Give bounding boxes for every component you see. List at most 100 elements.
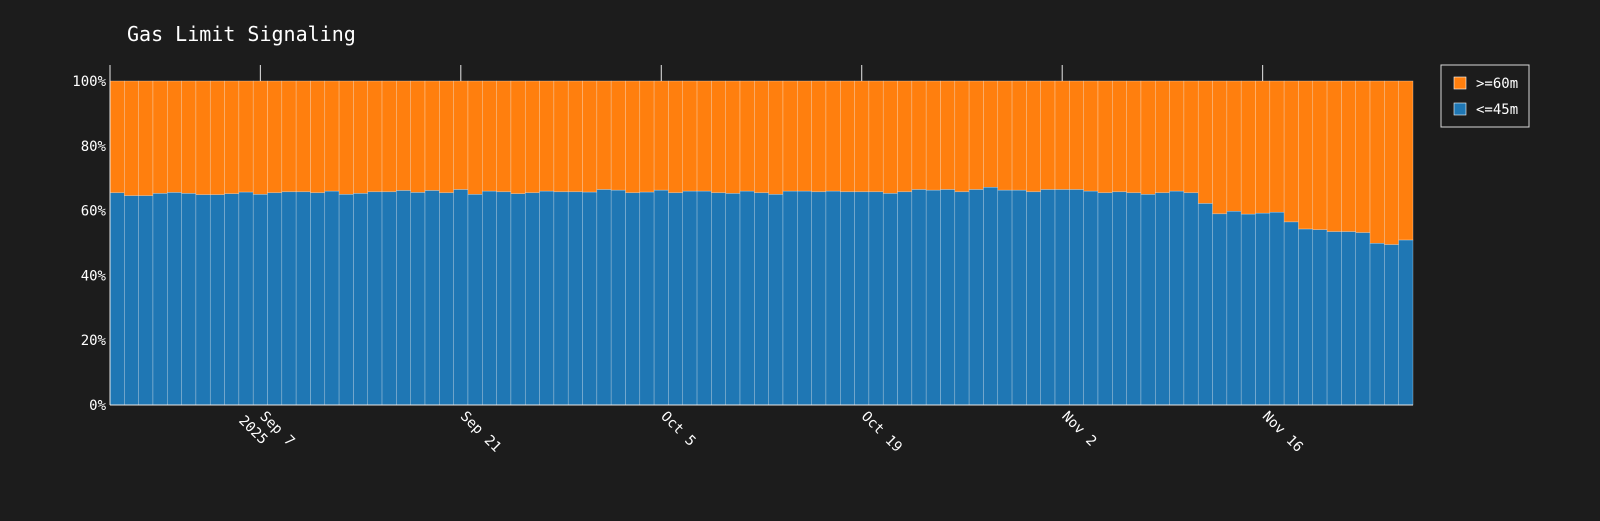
bar-lower-series[interactable] xyxy=(367,191,383,406)
bar-lower-series[interactable] xyxy=(668,192,683,406)
bar-lower-series[interactable] xyxy=(1283,221,1299,406)
bar-upper-series[interactable] xyxy=(1298,80,1314,230)
bar-upper-series[interactable] xyxy=(195,80,211,195)
bar-upper-series[interactable] xyxy=(882,80,898,194)
bar-upper-series[interactable] xyxy=(1054,80,1070,190)
bar-lower-series[interactable] xyxy=(138,195,154,406)
bar-upper-series[interactable] xyxy=(224,80,240,194)
bar-upper-series[interactable] xyxy=(1169,80,1185,192)
bar-lower-series[interactable] xyxy=(310,192,326,406)
bar-upper-series[interactable] xyxy=(1026,80,1041,193)
bar-upper-series[interactable] xyxy=(754,80,769,194)
bar-lower-series[interactable] xyxy=(811,191,827,406)
bar-lower-series[interactable] xyxy=(983,187,999,406)
bar-upper-series[interactable] xyxy=(711,80,726,194)
bar-upper-series[interactable] xyxy=(868,80,884,193)
bar-lower-series[interactable] xyxy=(1312,229,1328,406)
bar-upper-series[interactable] xyxy=(610,80,626,191)
bar-lower-series[interactable] xyxy=(1226,211,1242,406)
bar-lower-series[interactable] xyxy=(209,194,225,406)
bar-upper-series[interactable] xyxy=(396,80,411,191)
bar-lower-series[interactable] xyxy=(1011,189,1027,406)
bar-upper-series[interactable] xyxy=(1011,80,1027,191)
bar-lower-series[interactable] xyxy=(854,191,870,406)
bar-lower-series[interactable] xyxy=(224,193,240,406)
bar-upper-series[interactable] xyxy=(954,80,970,193)
bar-upper-series[interactable] xyxy=(567,80,583,193)
bar-upper-series[interactable] xyxy=(639,80,655,193)
bar-lower-series[interactable] xyxy=(739,190,755,406)
bar-lower-series[interactable] xyxy=(711,192,726,406)
bar-upper-series[interactable] xyxy=(825,80,841,192)
bar-upper-series[interactable] xyxy=(338,80,354,195)
legend-label[interactable]: >=60m xyxy=(1476,76,1518,92)
bar-upper-series[interactable] xyxy=(1140,80,1156,195)
bar-lower-series[interactable] xyxy=(338,194,354,406)
bar-upper-series[interactable] xyxy=(1283,80,1299,223)
bar-lower-series[interactable] xyxy=(911,189,927,406)
bar-lower-series[interactable] xyxy=(653,189,669,406)
bar-lower-series[interactable] xyxy=(167,192,182,406)
bar-upper-series[interactable] xyxy=(968,80,984,190)
bar-lower-series[interactable] xyxy=(825,190,841,406)
legend-label[interactable]: <=45m xyxy=(1476,102,1518,118)
bar-lower-series[interactable] xyxy=(124,195,139,406)
bar-upper-series[interactable] xyxy=(138,80,154,196)
bar-upper-series[interactable] xyxy=(1240,80,1256,215)
legend-swatch[interactable] xyxy=(1453,102,1467,116)
bar-upper-series[interactable] xyxy=(840,80,855,193)
bar-upper-series[interactable] xyxy=(1112,80,1127,193)
bar-lower-series[interactable] xyxy=(1097,192,1113,406)
bar-lower-series[interactable] xyxy=(252,194,268,406)
bar-upper-series[interactable] xyxy=(682,80,698,192)
bar-lower-series[interactable] xyxy=(1326,231,1342,406)
bar-upper-series[interactable] xyxy=(553,80,569,193)
bar-upper-series[interactable] xyxy=(1341,80,1356,232)
bar-upper-series[interactable] xyxy=(181,80,197,194)
bar-upper-series[interactable] xyxy=(625,80,641,194)
bar-upper-series[interactable] xyxy=(1312,80,1328,230)
bar-lower-series[interactable] xyxy=(1240,213,1256,406)
bar-upper-series[interactable] xyxy=(582,80,598,193)
bar-upper-series[interactable] xyxy=(897,80,913,193)
bar-upper-series[interactable] xyxy=(424,80,440,191)
bar-lower-series[interactable] xyxy=(1069,189,1084,406)
bar-upper-series[interactable] xyxy=(739,80,755,192)
bar-lower-series[interactable] xyxy=(539,190,555,406)
bar-lower-series[interactable] xyxy=(1255,212,1271,406)
bar-lower-series[interactable] xyxy=(1398,239,1414,406)
bar-upper-series[interactable] xyxy=(1369,80,1385,244)
bar-upper-series[interactable] xyxy=(1255,80,1271,214)
bar-lower-series[interactable] xyxy=(396,190,411,406)
bar-upper-series[interactable] xyxy=(696,80,712,192)
bar-lower-series[interactable] xyxy=(882,193,898,406)
bar-lower-series[interactable] xyxy=(295,191,311,406)
bar-upper-series[interactable] xyxy=(1040,80,1056,190)
bar-lower-series[interactable] xyxy=(968,189,984,406)
bar-upper-series[interactable] xyxy=(482,80,497,192)
bar-lower-series[interactable] xyxy=(997,189,1013,406)
bar-upper-series[interactable] xyxy=(1097,80,1113,194)
bar-lower-series[interactable] xyxy=(725,193,741,406)
bar-upper-series[interactable] xyxy=(252,80,268,195)
bar-lower-series[interactable] xyxy=(840,191,855,406)
bar-upper-series[interactable] xyxy=(238,80,254,193)
bar-lower-series[interactable] xyxy=(1197,203,1213,406)
bar-upper-series[interactable] xyxy=(596,80,612,190)
bar-lower-series[interactable] xyxy=(424,190,440,406)
bar-lower-series[interactable] xyxy=(152,193,168,406)
bar-lower-series[interactable] xyxy=(482,190,497,406)
bar-upper-series[interactable] xyxy=(439,80,454,194)
bar-lower-series[interactable] xyxy=(797,190,812,406)
bar-lower-series[interactable] xyxy=(510,193,526,406)
bar-lower-series[interactable] xyxy=(625,192,641,406)
bar-lower-series[interactable] xyxy=(267,192,283,406)
bar-lower-series[interactable] xyxy=(1083,190,1099,406)
bar-lower-series[interactable] xyxy=(1269,211,1285,406)
bar-lower-series[interactable] xyxy=(1126,192,1142,406)
legend[interactable]: >=60m <=45m xyxy=(1440,64,1530,128)
bar-lower-series[interactable] xyxy=(954,191,970,406)
bar-upper-series[interactable] xyxy=(911,80,927,190)
bar-upper-series[interactable] xyxy=(1212,80,1228,215)
bar-upper-series[interactable] xyxy=(539,80,555,192)
